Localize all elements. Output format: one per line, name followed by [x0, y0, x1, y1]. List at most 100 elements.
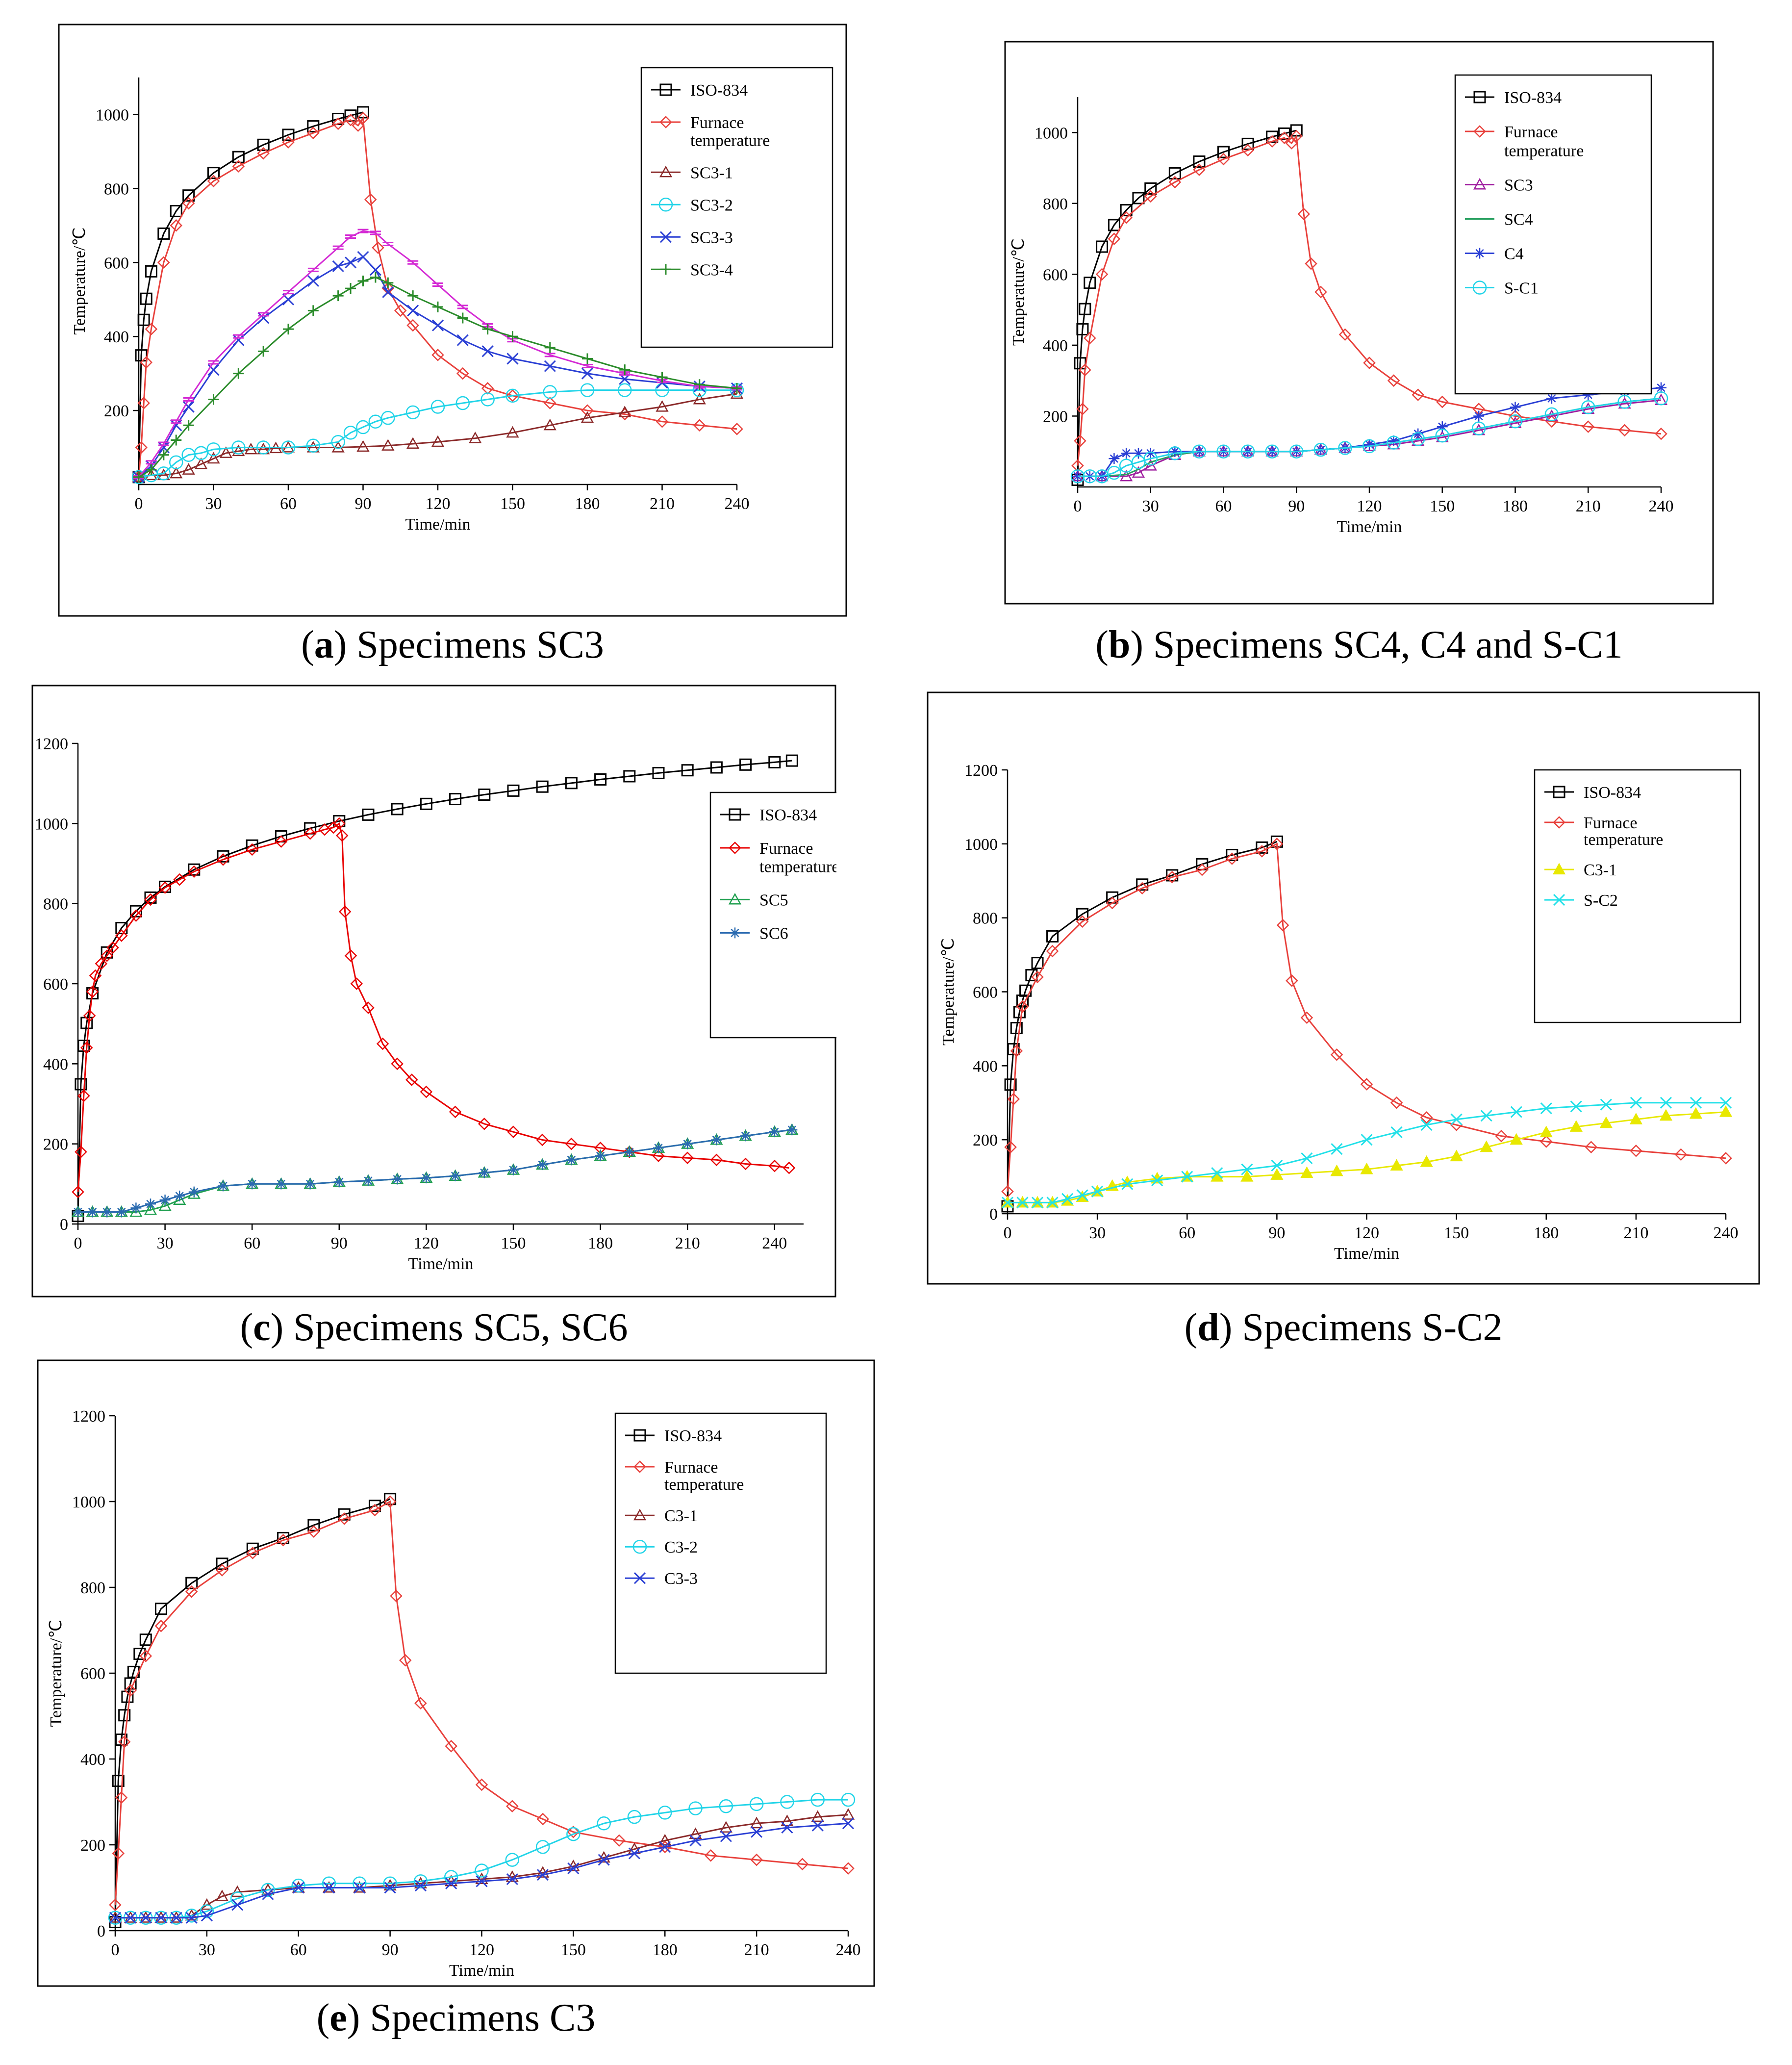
- data-point: [207, 452, 220, 464]
- data-point: [1076, 908, 1089, 920]
- data-point: [782, 1161, 796, 1174]
- data-point: [370, 230, 381, 235]
- legend-swatch-marker: [1473, 91, 1486, 103]
- data-point: [652, 766, 665, 779]
- data-point: [1540, 1125, 1553, 1138]
- data-point: [682, 1138, 693, 1149]
- data-point: [244, 442, 257, 455]
- legend-box: [614, 1412, 827, 1674]
- legend-label: ISO-834: [1504, 89, 1562, 107]
- data-point: [362, 1001, 375, 1014]
- data-point: [216, 1564, 228, 1577]
- data-point: [1420, 1111, 1433, 1124]
- data-point: [1600, 1098, 1612, 1111]
- legend-label: C3-1: [1584, 861, 1617, 879]
- data-point: [811, 1819, 824, 1832]
- data-point: [133, 1648, 146, 1660]
- series-sc3-3-upper-: [133, 229, 742, 480]
- chart-svg-a: 0 30 60 90 120 150 180 210 240 200 400 600 800 1000 Ti…: [58, 24, 847, 617]
- x-tick-label: 180: [1503, 497, 1528, 515]
- data-point: [356, 112, 370, 125]
- legend-swatch-marker: [730, 927, 740, 939]
- data-point: [658, 1834, 672, 1846]
- legend-swatch-marker: [633, 1460, 646, 1473]
- legend-swatch-marker: [659, 231, 672, 243]
- data-point: [145, 265, 157, 278]
- data-point: [381, 439, 395, 451]
- data-point: [1546, 393, 1557, 404]
- data-point: [345, 234, 356, 239]
- data-point: [1654, 391, 1668, 406]
- x-tick-label: 30: [1089, 1224, 1106, 1242]
- data-point: [1570, 1100, 1582, 1113]
- y-tick-label: 800: [43, 895, 68, 914]
- y-tick-label: 200: [1043, 408, 1068, 426]
- data-point: [118, 1709, 131, 1722]
- data-point: [1241, 144, 1254, 157]
- data-point: [597, 1816, 611, 1831]
- data-point: [479, 1167, 490, 1178]
- legend-label: C3-3: [664, 1570, 698, 1588]
- x-tick-label: 210: [650, 495, 675, 513]
- legend-swatch-marker: [1473, 178, 1487, 190]
- data-point: [1330, 1164, 1343, 1176]
- legend-label: temperature: [1584, 831, 1663, 849]
- legend-swatch-marker: [633, 1429, 646, 1442]
- data-point: [218, 1180, 228, 1192]
- data-point: [382, 286, 394, 298]
- series-c3-2: [108, 1792, 856, 1925]
- data-point: [1674, 1148, 1688, 1161]
- series-line: [138, 276, 737, 478]
- data-point: [140, 1912, 152, 1924]
- legend-label: SC3-1: [690, 164, 733, 182]
- data-point: [1719, 1096, 1732, 1109]
- data-point: [1120, 469, 1133, 482]
- data-point: [413, 1874, 428, 1888]
- data-point: [322, 1876, 336, 1890]
- legend-label: ISO-834: [664, 1427, 722, 1445]
- data-point: [1007, 1043, 1020, 1055]
- data-point: [344, 114, 357, 127]
- data-point: [769, 1126, 780, 1138]
- data-point: [613, 1834, 626, 1847]
- data-point: [139, 1633, 152, 1646]
- data-point: [1360, 1162, 1373, 1174]
- y-axis-label: Temperature/℃: [939, 938, 958, 1045]
- y-tick-label: 600: [973, 984, 998, 1002]
- data-point: [343, 426, 358, 440]
- data-point: [689, 1835, 702, 1847]
- data-point: [125, 1912, 137, 1924]
- data-point: [145, 323, 158, 335]
- data-point: [215, 1889, 229, 1902]
- data-point: [257, 312, 270, 324]
- data-point: [135, 441, 148, 454]
- x-tick-label: 90: [1288, 497, 1305, 515]
- data-point: [1074, 434, 1086, 447]
- series-line: [138, 393, 737, 478]
- data-point: [1076, 1189, 1088, 1201]
- data-point: [1007, 1093, 1020, 1105]
- y-tick-label: 1000: [964, 836, 998, 854]
- data-point: [431, 319, 444, 331]
- data-point: [1133, 448, 1144, 459]
- data-point: [1151, 1174, 1163, 1187]
- data-point: [139, 1650, 152, 1662]
- x-tick-label: 120: [1357, 497, 1382, 515]
- data-point: [369, 264, 381, 276]
- data-point: [307, 267, 319, 272]
- series-sc3-2: [131, 383, 744, 484]
- x-tick-label: 60: [1179, 1224, 1195, 1242]
- data-point: [1471, 421, 1486, 435]
- data-point: [506, 1873, 518, 1886]
- x-tick-label: 60: [1215, 497, 1232, 515]
- data-point: [357, 276, 369, 286]
- data-point: [156, 466, 171, 481]
- data-point: [842, 1817, 855, 1830]
- data-point: [750, 1816, 763, 1829]
- data-point: [1136, 882, 1149, 895]
- chart-svg-b: 0 30 60 90 120 150 180 210 240 200 400 600 800 1000 Ti…: [1004, 41, 1714, 605]
- data-point: [1617, 395, 1632, 409]
- data-point: [704, 1849, 717, 1862]
